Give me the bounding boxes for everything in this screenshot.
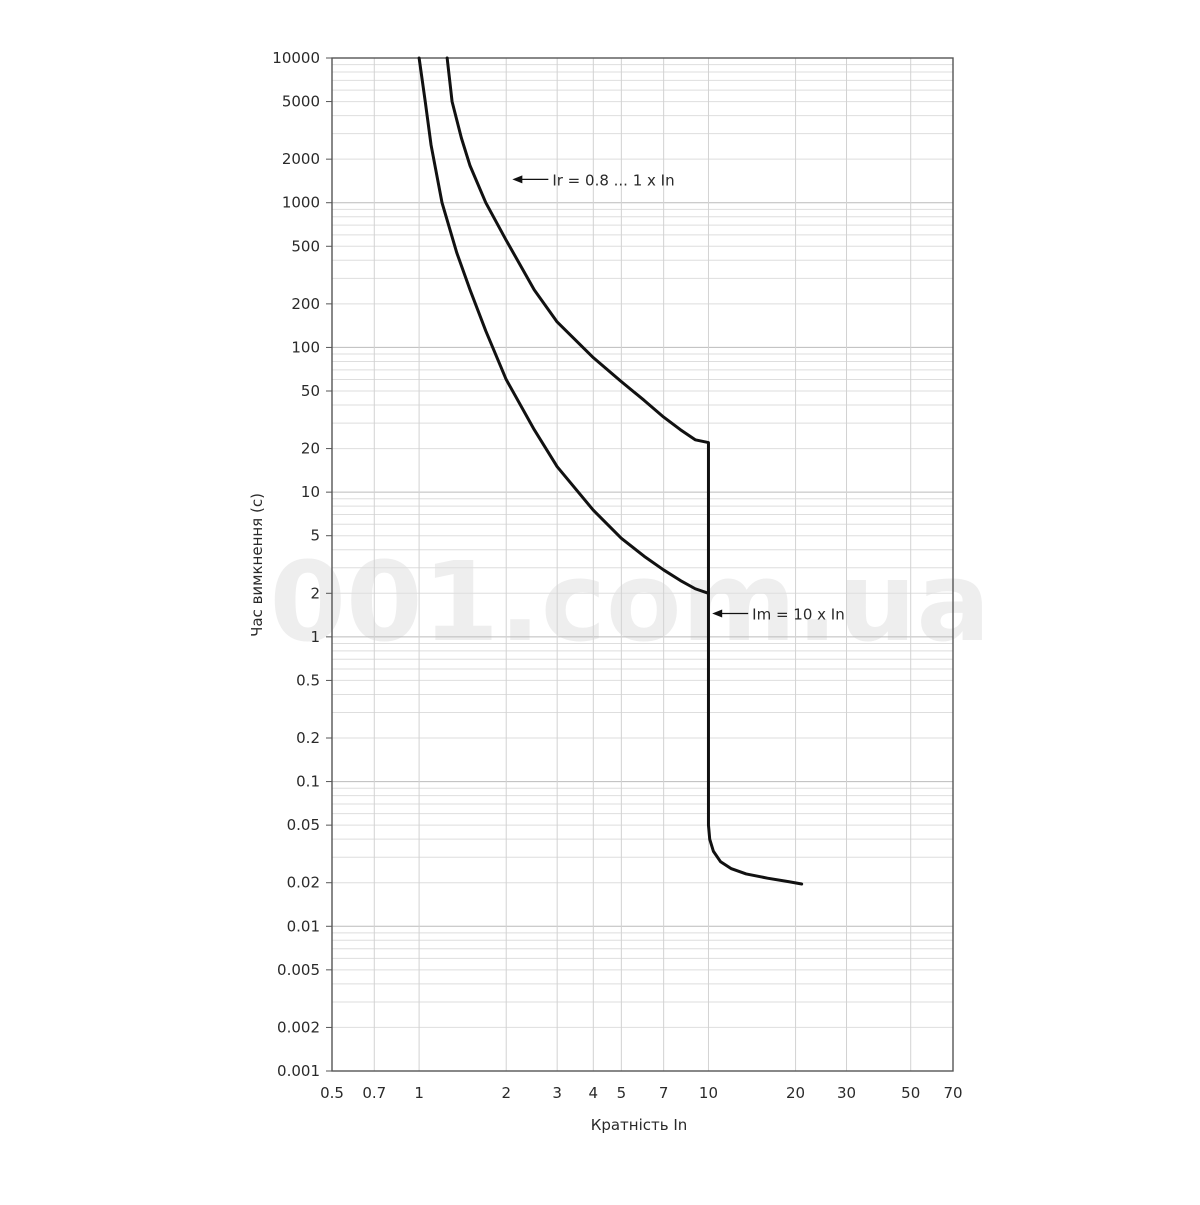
y-tick-label: 1 — [310, 628, 320, 646]
y-tick-label: 1000 — [282, 194, 320, 212]
y-tick-label: 10000 — [272, 49, 320, 67]
y-tick-label: 0.005 — [277, 961, 320, 979]
plot-frame — [331, 57, 954, 1072]
y-tick-labels: 10000 5000 2000 1000 500 200 100 50 20 10 5 2 1 0.5 0.… — [272, 49, 332, 1080]
x-tick-labels: 0.5 0.7 1 2 3 4 5 7 10 20 30 50 70 — [320, 1084, 962, 1102]
y-tick-label: 200 — [291, 295, 320, 313]
y-tick-label: 0.002 — [277, 1018, 320, 1036]
im-annotation: Im = 10 x In — [752, 606, 845, 624]
y-tick-label: 5000 — [282, 93, 320, 111]
x-tick-label: 5 — [617, 1084, 627, 1102]
ir-annotation: Ir = 0.8 ... 1 x In — [552, 171, 674, 189]
y-tick-label: 5 — [310, 527, 320, 545]
y-tick-label: 100 — [291, 338, 320, 356]
x-tick-label: 70 — [943, 1084, 962, 1102]
x-tick-label: 10 — [699, 1084, 718, 1102]
y-tick-label: 10 — [301, 483, 320, 501]
y-tick-label: 0.1 — [296, 773, 320, 791]
x-tick-label: 3 — [552, 1084, 562, 1102]
x-tick-label: 1 — [414, 1084, 424, 1102]
x-tick-label: 7 — [659, 1084, 669, 1102]
y-tick-label: 2000 — [282, 150, 320, 168]
grid — [331, 58, 954, 1072]
y-tick-label: 0.001 — [277, 1062, 320, 1080]
x-tick-label: 2 — [501, 1084, 511, 1102]
y-axis-label: Час вимкнення (с) — [248, 493, 266, 637]
annotations: Ir = 0.8 ... 1 x In Im = 10 x In — [512, 171, 845, 624]
x-tick-label: 20 — [786, 1084, 805, 1102]
y-tick-label: 0.2 — [296, 729, 320, 747]
annotation-arrow-head — [512, 175, 523, 184]
series — [417, 56, 804, 886]
x-axis-label: Кратність In — [591, 1116, 688, 1134]
y-tick-label: 50 — [301, 382, 320, 400]
x-tick-label: 4 — [589, 1084, 599, 1102]
x-tick-label: 0.7 — [362, 1084, 386, 1102]
y-tick-label: 0.02 — [287, 874, 320, 892]
y-tick-label: 0.05 — [287, 816, 320, 834]
y-tick-label: 2 — [310, 584, 320, 602]
watermark: 001.com.ua — [269, 538, 990, 666]
x-tick-label: 50 — [901, 1084, 920, 1102]
y-tick-label: 20 — [301, 440, 320, 458]
lower-trip-curve — [417, 56, 804, 886]
y-tick-label: 0.5 — [296, 671, 320, 689]
x-tick-label: 30 — [837, 1084, 856, 1102]
y-tick-label: 0.01 — [287, 917, 320, 935]
y-tick-label: 500 — [291, 237, 320, 255]
upper-trip-curve — [445, 56, 710, 595]
annotation-arrow-head — [712, 609, 723, 618]
x-tick-label: 0.5 — [320, 1084, 344, 1102]
